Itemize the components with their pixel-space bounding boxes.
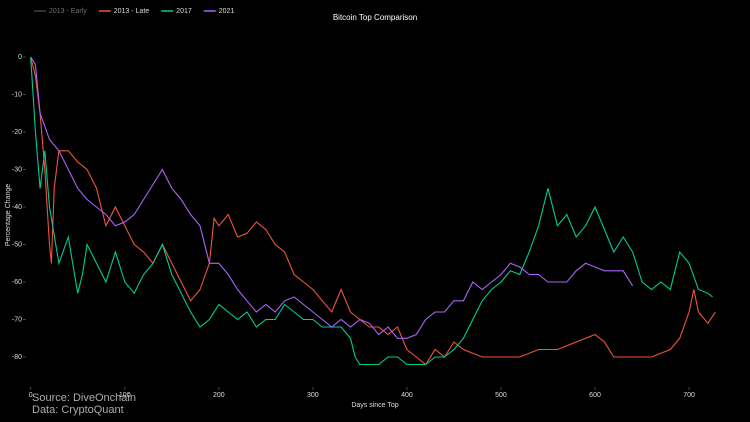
y-tick-label: -40 <box>12 204 22 211</box>
x-tick-label: 500 <box>495 392 507 399</box>
x-tick-label: 300 <box>307 392 319 399</box>
y-axis-label: Percentage Change <box>5 184 12 246</box>
y-tick-label: -30 <box>12 166 22 173</box>
x-tick-label: 200 <box>213 392 225 399</box>
y-tick-label: -60 <box>12 279 22 286</box>
series-line <box>30 56 713 366</box>
series-line <box>30 56 634 339</box>
legend-label[interactable]: 2013 - Early <box>49 8 87 15</box>
x-tick-label: 0 <box>29 392 33 399</box>
x-tick-label: 700 <box>683 392 695 399</box>
x-axis-label: Days since Top <box>351 402 398 409</box>
series-line <box>30 56 716 366</box>
y-tick-label: -70 <box>12 316 22 323</box>
legend-label[interactable]: 2017 <box>176 8 192 15</box>
chart-title: Bitcoin Top Comparison <box>333 13 417 22</box>
data-note: Data: CryptoQuant <box>32 404 124 416</box>
y-tick-label: 0 <box>18 54 22 61</box>
y-tick-label: -50 <box>12 241 22 248</box>
y-tick-label: -80 <box>12 354 22 361</box>
legend-label[interactable]: 2021 <box>219 8 235 15</box>
x-tick-label: 100 <box>119 392 131 399</box>
legend-label[interactable]: 2013 - Late <box>114 8 150 15</box>
source-note: Source: DiveOnchain <box>32 392 136 404</box>
x-tick-label: 400 <box>401 392 413 399</box>
y-tick-label: -20 <box>12 129 22 136</box>
y-tick-label: -10 <box>12 91 22 98</box>
x-tick-label: 600 <box>589 392 601 399</box>
